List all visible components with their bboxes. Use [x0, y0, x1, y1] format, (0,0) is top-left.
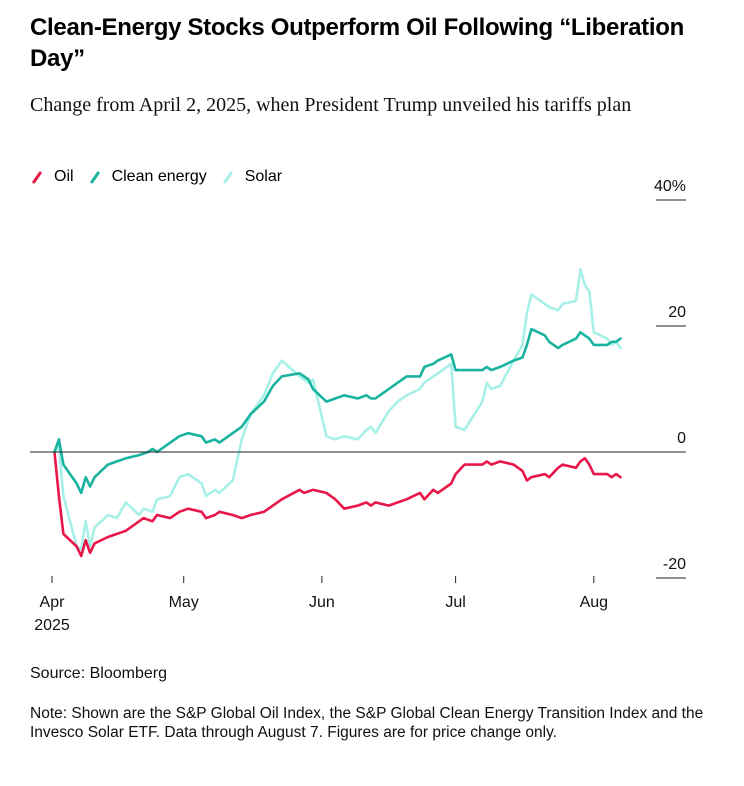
x-tick-label: Aug — [580, 594, 608, 611]
legend-item-solar: Solar — [221, 168, 282, 186]
legend-label-oil: Oil — [54, 168, 74, 185]
y-axis: 40% 20 0 -20 — [30, 180, 686, 579]
line-chart: 40% 20 0 -20 Apr 2025 May Jun Jul Aug — [30, 180, 686, 634]
x-tick-label: May — [169, 594, 199, 611]
x-tick-label: Jul — [445, 594, 465, 611]
series-layer — [53, 268, 622, 558]
legend-item-clean-energy: Clean energy — [88, 168, 207, 186]
x-tick-sublabel: 2025 — [34, 617, 70, 634]
y-tick-label: 20 — [668, 304, 686, 321]
y-tick-label: 40% — [654, 180, 686, 195]
y-tick-label: 0 — [677, 430, 686, 447]
series-line-solar — [53, 268, 622, 551]
legend-label-solar: Solar — [244, 168, 283, 185]
chart-subtitle: Change from April 2, 2025, when Presiden… — [30, 94, 632, 116]
chart-title: Clean-Energy Stocks Outperform Oil Follo… — [30, 14, 684, 72]
y-tick-label: -20 — [663, 556, 686, 573]
x-tick-label: Jun — [309, 594, 335, 611]
series-line-clean-energy — [53, 327, 622, 495]
legend-item-oil: Oil — [30, 168, 74, 186]
series-line-oil — [53, 450, 622, 558]
x-tick-label: Apr — [40, 594, 66, 611]
chart-legend: Oil Clean energy Solar — [30, 165, 296, 189]
x-axis: Apr 2025 May Jun Jul Aug — [34, 576, 608, 634]
legend-label-clean-energy: Clean energy — [111, 168, 207, 185]
note-text: Note: Shown are the S&P Global Oil Index… — [30, 705, 704, 741]
source-text: Source: Bloomberg — [30, 665, 167, 682]
